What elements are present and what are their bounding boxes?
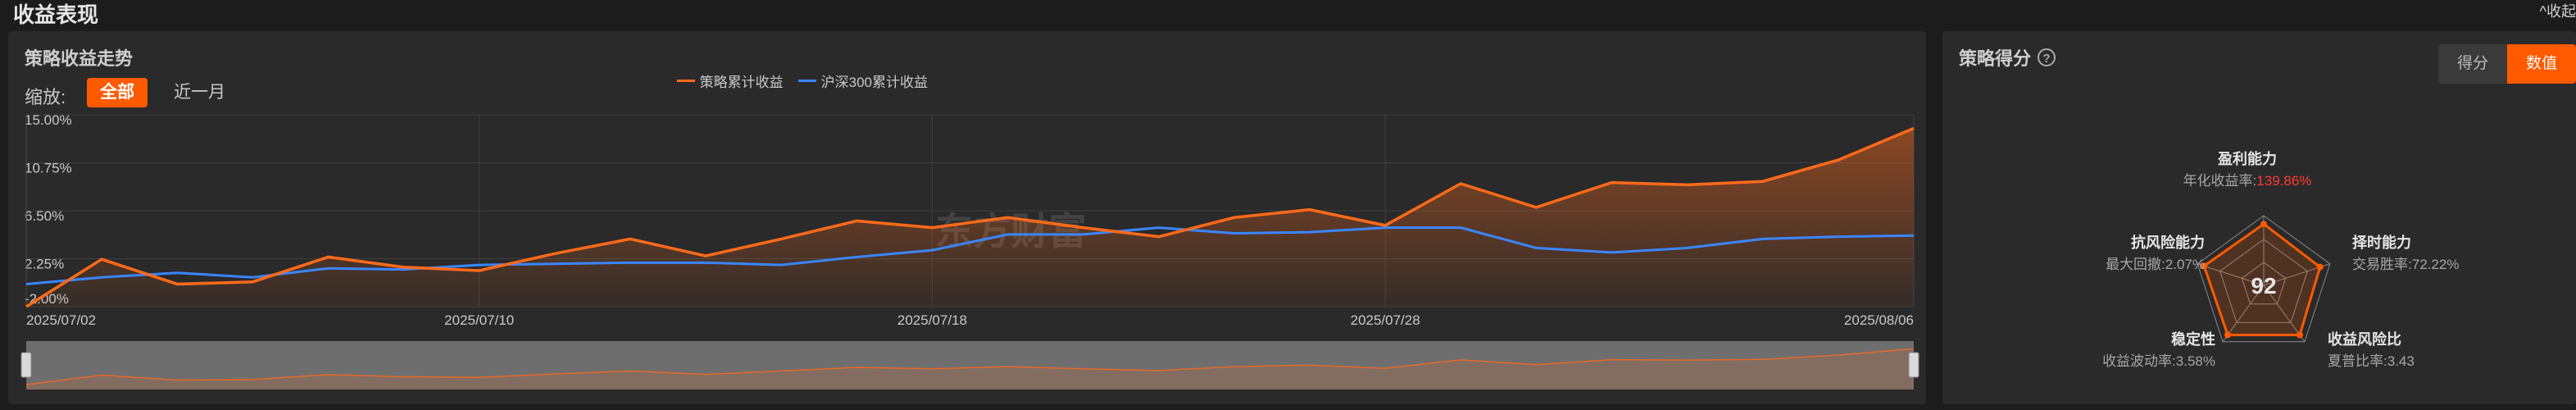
radar-ring [2197, 215, 2331, 343]
x-tick-label: 2025/08/06 [1844, 312, 1914, 328]
radar-point [2296, 331, 2303, 339]
score-title-row: 策略得分 ? [1959, 44, 2056, 71]
page-title: 收益表现 [13, 2, 99, 27]
radar-point [2201, 262, 2208, 270]
y-tick-label: 15.00% [25, 112, 72, 128]
score-mode-toggle: 得分 数值 [2438, 44, 2576, 84]
y-tick-label: 6.50% [25, 208, 64, 224]
strategy-area [26, 128, 1914, 307]
axis-value-profit: 139.86% [2256, 173, 2312, 189]
zoom-month-button[interactable]: 近一月 [174, 83, 225, 102]
radar-value-area [2202, 222, 2322, 337]
zoom-handle-right[interactable] [1908, 352, 1920, 378]
legend-label-hs300: 沪深300累计收益 [820, 75, 928, 90]
question-circle-icon[interactable]: ? [2038, 48, 2056, 66]
legend-swatch-hs300 [797, 80, 816, 82]
legend-item-hs300[interactable]: 沪深300累计收益 [797, 71, 928, 91]
zoom-slider-line [25, 348, 1915, 385]
axis-name-stability: 稳定性 [2171, 331, 2215, 348]
radar-ring [2219, 239, 2308, 323]
collapse-button[interactable]: ^收起 [2539, 3, 2576, 20]
x-tick-label: 2025/07/10 [444, 312, 514, 328]
axis-label-sharpe: 收益风险比 夏普比率:3.43 [2328, 328, 2415, 370]
legend-swatch-strategy [676, 80, 695, 82]
axis-value-stability: 3.58% [2175, 353, 2215, 369]
zoom-slider-track [26, 341, 1914, 390]
radar-ring [2241, 262, 2287, 305]
axis-metric-risk: 最大回撤: [2106, 257, 2165, 272]
hs300-line [25, 226, 1915, 285]
zoom-label: 缩放: [25, 87, 66, 107]
axis-value-timing: 72.22% [2411, 257, 2460, 272]
zoom-all-button[interactable]: 全部 [87, 78, 148, 107]
trend-title: 策略收益走势 [25, 48, 134, 69]
score-radar-chart: 92 [2197, 215, 2331, 343]
zoom-handle-left[interactable] [20, 352, 32, 378]
axis-metric-profit: 年化收益率: [2183, 173, 2257, 189]
score-panel: 策略得分 ? 得分 数值 92 盈利能力 年化收益率:139.86% 择时能力 … [1942, 31, 2576, 404]
axis-value-risk: 2.07% [2165, 257, 2205, 272]
score-title: 策略得分 [1959, 48, 2032, 69]
x-tick-label: 2025/07/02 [26, 312, 96, 328]
axis-name-sharpe: 收益风险比 [2328, 331, 2401, 348]
axis-metric-timing: 交易胜率: [2352, 257, 2412, 272]
radar-point [2316, 263, 2324, 271]
radar-point [2224, 331, 2232, 339]
axis-label-risk: 抗风险能力 最大回撤:2.07% [2074, 231, 2205, 273]
y-tick-label: 10.75% [25, 161, 72, 176]
axis-metric-stability: 收益波动率: [2102, 353, 2176, 369]
y-tick-label: 2.25% [25, 257, 64, 272]
strategy-line [25, 126, 1915, 308]
legend-item-strategy[interactable]: 策略累计收益 [676, 71, 784, 91]
toggle-score-button[interactable]: 得分 [2438, 44, 2507, 84]
axis-name-timing: 择时能力 [2352, 235, 2411, 251]
toggle-value-button[interactable]: 数值 [2507, 44, 2576, 84]
total-score: 92 [2251, 273, 2276, 298]
axis-label-profit: 盈利能力 年化收益率:139.86% [2165, 148, 2329, 189]
axis-metric-sharpe: 夏普比率: [2328, 353, 2387, 369]
legend-label-strategy: 策略累计收益 [699, 75, 784, 90]
x-tick-label: 2025/07/28 [1351, 312, 1420, 328]
chart-legend: 策略累计收益 沪深300累计收益 [676, 71, 928, 91]
axis-value-sharpe: 3.43 [2387, 353, 2415, 369]
trend-panel: 策略收益走势 缩放: 全部 近一月 策略累计收益 沪深300累计收益 15.00… [8, 31, 1926, 404]
axis-label-stability: 稳定性 收益波动率:3.58% [2101, 328, 2215, 370]
performance-chart[interactable]: 15.00%10.75%6.50%2.25%-2.00%2025/07/0220… [8, 31, 1926, 404]
axis-name-risk: 抗风险能力 [2131, 235, 2205, 251]
axis-label-timing: 择时能力 交易胜率:72.22% [2352, 231, 2459, 273]
radar-point [2260, 221, 2267, 228]
radar-spoke [2197, 263, 2265, 286]
zoom-slider-area [26, 348, 1914, 390]
x-tick-label: 2025/07/18 [897, 312, 967, 328]
axis-name-profit: 盈利能力 [2218, 151, 2277, 167]
